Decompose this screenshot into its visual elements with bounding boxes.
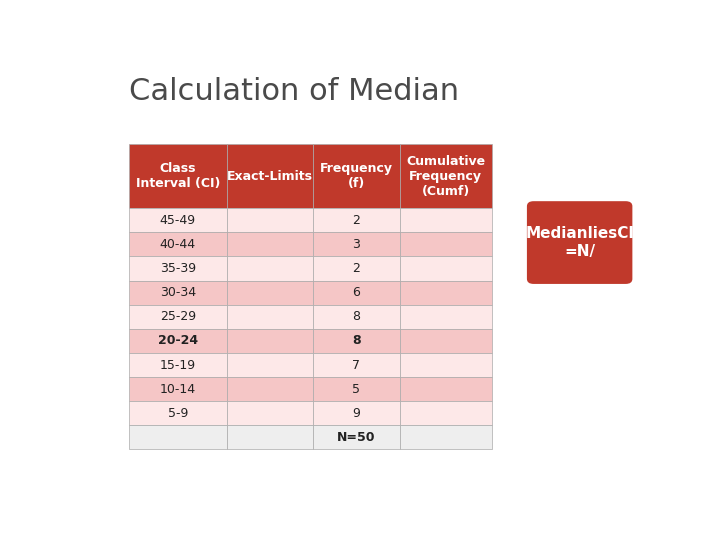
Text: 15-19: 15-19 bbox=[160, 359, 196, 372]
Bar bbox=[227, 232, 313, 256]
Text: Frequency
(f): Frequency (f) bbox=[320, 162, 393, 190]
Bar bbox=[313, 426, 400, 449]
Bar bbox=[400, 426, 492, 449]
Text: 40-44: 40-44 bbox=[160, 238, 196, 251]
Bar bbox=[227, 144, 313, 208]
Bar bbox=[400, 377, 492, 401]
Bar bbox=[227, 281, 313, 305]
Text: 8: 8 bbox=[352, 334, 361, 347]
Text: Class
Interval (CI): Class Interval (CI) bbox=[135, 162, 220, 190]
Bar bbox=[129, 208, 227, 232]
Text: 5: 5 bbox=[353, 383, 361, 396]
Bar bbox=[129, 426, 227, 449]
Text: 35-39: 35-39 bbox=[160, 262, 196, 275]
Text: Calculation of Median: Calculation of Median bbox=[129, 77, 459, 106]
Bar bbox=[227, 377, 313, 401]
Bar bbox=[313, 232, 400, 256]
Bar bbox=[313, 353, 400, 377]
Bar bbox=[400, 305, 492, 329]
Bar bbox=[313, 401, 400, 426]
Text: Cumulative
Frequency
(Cumf): Cumulative Frequency (Cumf) bbox=[406, 154, 485, 198]
Text: 10-14: 10-14 bbox=[160, 383, 196, 396]
Bar bbox=[400, 353, 492, 377]
Text: 45-49: 45-49 bbox=[160, 214, 196, 227]
Bar bbox=[313, 305, 400, 329]
Text: 30-34: 30-34 bbox=[160, 286, 196, 299]
Bar bbox=[227, 305, 313, 329]
Bar bbox=[129, 232, 227, 256]
Bar bbox=[129, 377, 227, 401]
FancyBboxPatch shape bbox=[84, 60, 654, 485]
Bar bbox=[313, 256, 400, 281]
Text: 6: 6 bbox=[353, 286, 361, 299]
Text: 5-9: 5-9 bbox=[168, 407, 188, 420]
Bar bbox=[227, 256, 313, 281]
Text: 25-29: 25-29 bbox=[160, 310, 196, 323]
Bar bbox=[227, 426, 313, 449]
Text: 2: 2 bbox=[353, 262, 361, 275]
Bar bbox=[313, 329, 400, 353]
Bar bbox=[129, 401, 227, 426]
Bar bbox=[400, 401, 492, 426]
Text: Exact-Limits: Exact-Limits bbox=[227, 170, 313, 183]
Bar bbox=[129, 144, 227, 208]
Bar bbox=[400, 144, 492, 208]
Text: 2: 2 bbox=[353, 214, 361, 227]
Bar bbox=[400, 329, 492, 353]
Bar bbox=[129, 305, 227, 329]
Bar bbox=[227, 329, 313, 353]
Bar bbox=[129, 353, 227, 377]
Bar bbox=[227, 401, 313, 426]
Text: 7: 7 bbox=[353, 359, 361, 372]
Text: 3: 3 bbox=[353, 238, 361, 251]
Text: N=50: N=50 bbox=[337, 431, 376, 444]
FancyBboxPatch shape bbox=[527, 201, 632, 284]
Bar bbox=[129, 281, 227, 305]
Bar bbox=[129, 256, 227, 281]
Text: 20-24: 20-24 bbox=[158, 334, 198, 347]
Bar bbox=[400, 256, 492, 281]
Bar bbox=[400, 281, 492, 305]
Bar bbox=[227, 208, 313, 232]
Text: MedianliesCI
=N/: MedianliesCI =N/ bbox=[525, 226, 634, 259]
Text: 8: 8 bbox=[353, 310, 361, 323]
Bar bbox=[400, 232, 492, 256]
Text: 9: 9 bbox=[353, 407, 361, 420]
Bar bbox=[313, 377, 400, 401]
Bar bbox=[227, 353, 313, 377]
Bar bbox=[313, 208, 400, 232]
Bar bbox=[129, 329, 227, 353]
Bar bbox=[313, 281, 400, 305]
Bar bbox=[313, 144, 400, 208]
Bar bbox=[400, 208, 492, 232]
